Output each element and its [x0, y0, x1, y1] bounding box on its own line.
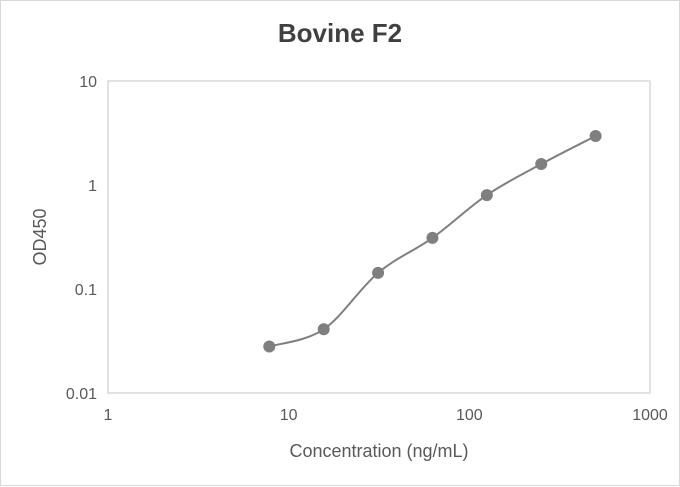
- data-point-marker: [317, 323, 330, 336]
- data-point-marker: [589, 129, 602, 142]
- y-tick-label: 0.01: [66, 386, 97, 403]
- x-tick-label: 1: [104, 407, 113, 424]
- data-point-marker: [263, 340, 276, 353]
- data-point-marker: [480, 189, 493, 202]
- data-series: [263, 129, 602, 353]
- axes: 1 10 100 1000 10 1 0.1 0.01: [66, 74, 668, 424]
- data-point-marker: [535, 158, 548, 171]
- x-tick-label: 100: [456, 407, 483, 424]
- y-tick-label: 10: [79, 74, 97, 91]
- y-tick-label: 0.1: [75, 282, 97, 299]
- y-tick-label: 1: [88, 178, 97, 195]
- y-axis-title: OD450: [30, 208, 50, 265]
- data-point-marker: [372, 266, 385, 279]
- plot-border: [107, 80, 651, 394]
- data-point-marker: [426, 231, 439, 244]
- x-axis-title: Concentration (ng/mL): [289, 441, 468, 461]
- chart-title: Bovine F2: [277, 18, 403, 48]
- x-tick-label: 1000: [632, 407, 668, 424]
- x-tick-label: 10: [280, 407, 298, 424]
